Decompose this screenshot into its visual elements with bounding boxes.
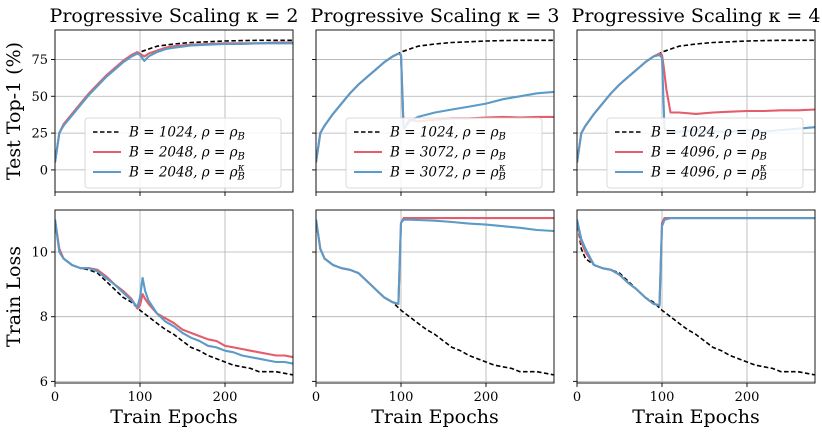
y-tick-label: 0: [40, 163, 48, 178]
axes-frame: [576, 209, 816, 384]
chart-panel-2: Progressive Scaling κ = 3 B = 1024, ρ = ρ…: [311, 5, 560, 196]
axes-frame: [315, 209, 555, 384]
x-axis-label: Train Epochs: [371, 406, 499, 428]
y-tick-label: 6: [40, 375, 48, 390]
legend-label: B = 4096, ρ = ρBκ: [650, 163, 767, 183]
axes-frame: [576, 29, 816, 193]
legend: B = 1024, ρ = ρB B = 4096, ρ = ρBB = 4096…: [606, 117, 804, 189]
legend-label: B = 2048, ρ = ρB: [128, 145, 245, 163]
legend-label: B = 3072, ρ = ρB: [389, 145, 506, 163]
series-line-2: [55, 219, 293, 359]
y-tick-label: 25: [31, 127, 48, 142]
y-tick-label: 75: [31, 53, 48, 68]
series-line-2: [316, 217, 554, 305]
legend-label: B = 3072, ρ = ρBκ: [389, 163, 506, 183]
series-line-1: [316, 219, 554, 376]
x-tick-label: 200: [735, 390, 760, 405]
legend-box: [606, 117, 804, 189]
axes-frame: [54, 209, 294, 384]
legend-label: B = 1024, ρ = ρB: [389, 125, 506, 143]
chart-panel-3: Progressive Scaling κ = 4 B = 1024, ρ = ρ…: [572, 5, 821, 196]
x-tick-label: 0: [51, 390, 59, 405]
chart-panel-1: 0 25 50 75 Progressive Scaling κ = 2 Test Top…: [3, 5, 298, 196]
chart-title: Progressive Scaling κ = 3: [311, 5, 560, 27]
series-line-3: [316, 52, 554, 163]
series-line-1: [577, 219, 815, 376]
x-tick-label: 100: [389, 390, 414, 405]
axes-frame: [54, 29, 294, 193]
series-line-3: [55, 42, 293, 163]
y-tick-label: 10: [31, 246, 48, 261]
legend-label: B = 2048, ρ = ρBκ: [128, 163, 245, 183]
x-tick-label: 0: [312, 390, 320, 405]
series-line-3: [316, 218, 554, 305]
y-axis-label: Test Top-1 (%): [3, 42, 25, 180]
y-tick-label: 8: [40, 310, 48, 325]
x-tick-label: 100: [650, 390, 675, 405]
x-tick-label: 200: [213, 390, 238, 405]
y-axis-label: Train Loss: [3, 246, 25, 347]
chart-panel-4: 0 100 200 6 8 10 Train Loss Train Epochs: [3, 209, 294, 428]
x-axis-label: Train Epochs: [110, 406, 238, 428]
series-line-3: [55, 219, 293, 365]
legend-box: [345, 117, 543, 189]
series-line-3: [577, 217, 815, 307]
x-tick-label: 100: [128, 390, 153, 405]
series-line-2: [577, 217, 815, 307]
x-tick-label: 0: [573, 390, 581, 405]
legend-box: [84, 117, 282, 189]
axes-frame: [315, 29, 555, 193]
x-tick-label: 200: [474, 390, 499, 405]
legend-label: B = 1024, ρ = ρB: [650, 125, 767, 143]
chart-title: Progressive Scaling κ = 2: [50, 5, 299, 27]
legend: B = 1024, ρ = ρB B = 3072, ρ = ρBB = 3072…: [345, 117, 543, 189]
chart-title: Progressive Scaling κ = 4: [572, 5, 821, 27]
legend-label: B = 1024, ρ = ρB: [128, 125, 245, 143]
series-line-1: [55, 219, 293, 376]
legend-label: B = 4096, ρ = ρB: [650, 145, 767, 163]
y-tick-label: 50: [31, 90, 48, 105]
x-axis-label: Train Epochs: [632, 406, 760, 428]
legend: B = 1024, ρ = ρB B = 2048, ρ = ρBB = 2048…: [84, 117, 282, 189]
